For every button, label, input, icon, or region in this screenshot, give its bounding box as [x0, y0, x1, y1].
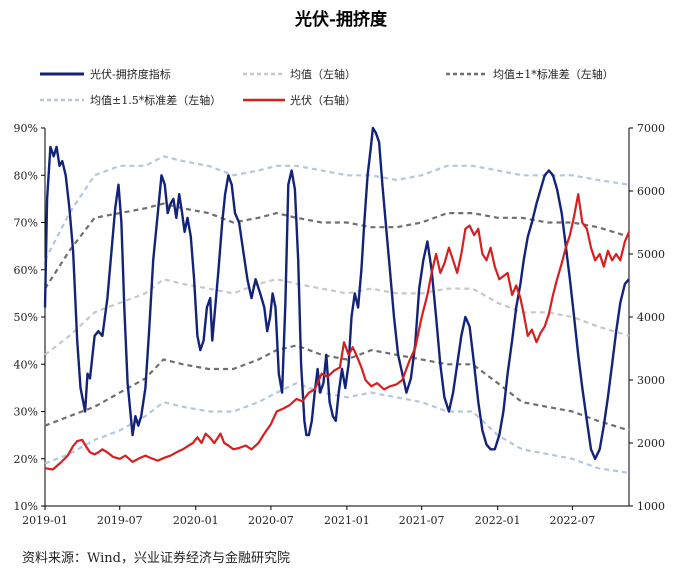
- legend-label-band1: 均值±1*标准差（左轴）: [493, 67, 614, 81]
- y-right-tick-label: 2000: [637, 437, 665, 450]
- legend-label-price: 光伏（右轴）: [290, 93, 356, 107]
- legend-item-price: 光伏（右轴）: [243, 93, 356, 107]
- x-tick-label: 2019-07: [97, 514, 143, 527]
- series-band15-lower-line: [44, 382, 630, 474]
- x-tick-label: 2021-07: [399, 514, 445, 527]
- x-tick-label: 2020-07: [248, 514, 294, 527]
- y-right-tick-label: 4000: [637, 311, 665, 324]
- y-right-tick-label: 6000: [637, 185, 665, 198]
- axes: 10% 20% 30% 40% 50% 60% 70% 80% 90% 1000 2000 3000 4…: [14, 122, 665, 527]
- x-tick-label: 2022-01: [475, 514, 521, 527]
- legend-label-mean: 均值（左轴）: [290, 67, 356, 81]
- legend-label-band15: 均值±1.5*标准差（左轴）: [90, 93, 221, 107]
- x-tick-label: 2019-01: [22, 514, 68, 527]
- legend-item-mean: 均值（左轴）: [243, 67, 356, 81]
- x-tick-label: 2022-07: [550, 514, 596, 527]
- y-left-tick-label: 50%: [14, 311, 38, 324]
- y-left-tick-label: 80%: [14, 169, 38, 182]
- y-right-tick-label: 5000: [637, 248, 665, 261]
- chart-title: 光伏-拥挤度: [294, 9, 388, 30]
- legend-item-band1: 均值±1*标准差（左轴）: [446, 67, 614, 81]
- y-left-tick-label: 60%: [14, 264, 38, 277]
- plot-series: [43, 126, 631, 474]
- series-band1-upper-line: [44, 202, 630, 290]
- series-crowding-line: [43, 126, 630, 460]
- legend-item-crowding: 光伏-拥挤度指标: [40, 67, 171, 81]
- y-left-tick-label: 10%: [14, 500, 38, 513]
- y-left-tick-label: 70%: [14, 217, 38, 230]
- series-mean-line: [44, 278, 630, 356]
- series-band15-upper-line: [44, 155, 630, 261]
- chart-source: 资料来源：Wind，兴业证券经济与金融研究院: [22, 550, 290, 566]
- y-right-tick-label: 7000: [637, 122, 665, 135]
- y-right-tick-label: 1000: [637, 500, 665, 513]
- legend-item-band15: 均值±1.5*标准差（左轴）: [40, 93, 221, 107]
- y-left-tick-label: 90%: [14, 122, 38, 135]
- y-left-tick-label: 40%: [14, 358, 38, 371]
- y-left-tick-label: 30%: [14, 406, 38, 419]
- x-tick-label: 2021-01: [324, 514, 370, 527]
- x-tick-label: 2020-01: [173, 514, 219, 527]
- series-price-line: [44, 193, 631, 471]
- y-right-tick-label: 3000: [637, 374, 665, 387]
- legend: 光伏-拥挤度指标 均值（左轴） 均值±1*标准差（左轴） 均值±1.5*标准差（…: [40, 67, 614, 107]
- y-left-tick-label: 20%: [14, 453, 38, 466]
- legend-label-crowding: 光伏-拥挤度指标: [90, 67, 171, 81]
